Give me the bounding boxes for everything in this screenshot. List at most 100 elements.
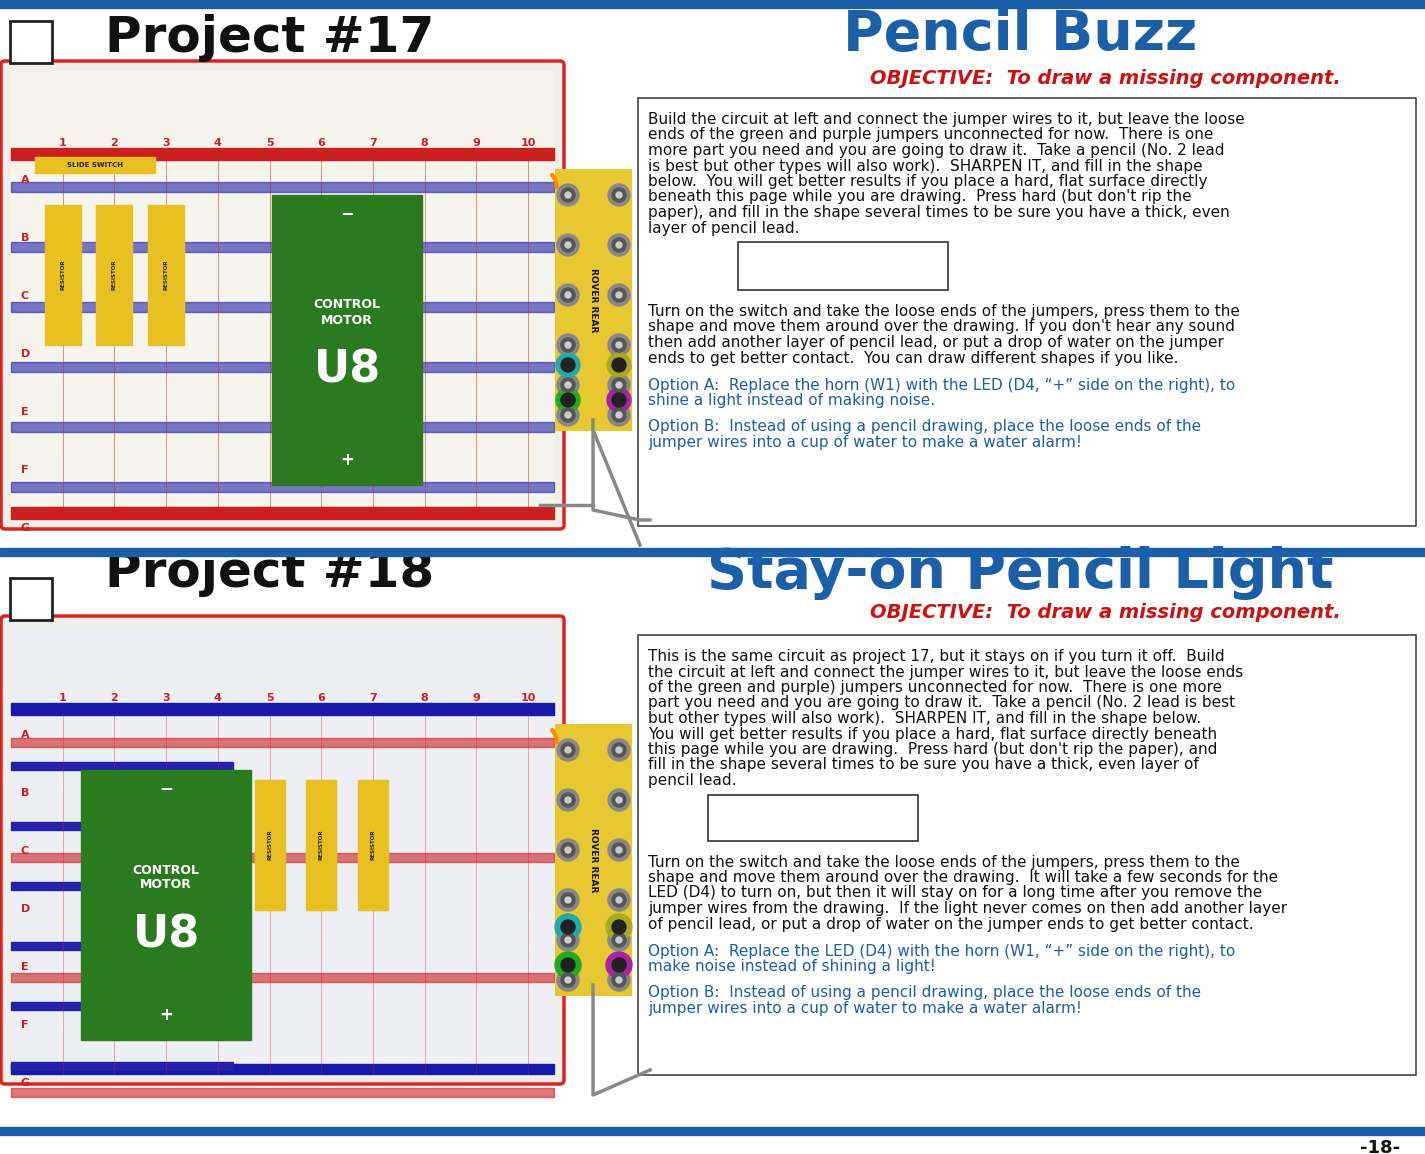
Text: ROVER REAR: ROVER REAR xyxy=(589,268,598,332)
Circle shape xyxy=(611,379,626,392)
Circle shape xyxy=(564,242,571,248)
Circle shape xyxy=(561,238,576,252)
Text: −: − xyxy=(160,779,172,797)
Text: RESISTOR: RESISTOR xyxy=(164,260,168,291)
Text: U8: U8 xyxy=(314,349,380,391)
Circle shape xyxy=(561,973,576,987)
Bar xyxy=(556,725,631,995)
Text: OBJECTIVE:  To draw a missing component.: OBJECTIVE: To draw a missing component. xyxy=(871,604,1341,622)
Bar xyxy=(11,148,554,160)
Text: MOTOR: MOTOR xyxy=(140,878,192,892)
Text: RESISTOR: RESISTOR xyxy=(113,260,117,291)
Circle shape xyxy=(554,914,581,941)
Bar xyxy=(10,578,51,620)
Circle shape xyxy=(608,929,630,951)
Circle shape xyxy=(608,234,630,256)
Text: 4: 4 xyxy=(214,138,222,148)
Text: 1: 1 xyxy=(58,694,67,703)
Text: ends of the green and purple jumpers unconnected for now.  There is one: ends of the green and purple jumpers unc… xyxy=(648,127,1213,142)
Circle shape xyxy=(616,382,621,388)
Circle shape xyxy=(564,797,571,803)
Text: Option A:  Replace the horn (W1) with the LED (D4, “+” side on the right), to: Option A: Replace the horn (W1) with the… xyxy=(648,379,1235,394)
Text: Turn on the switch and take the loose ends of the jumpers, press them to the: Turn on the switch and take the loose en… xyxy=(648,304,1240,319)
Text: U8: U8 xyxy=(133,914,200,957)
Bar xyxy=(11,1002,234,1010)
Text: 10: 10 xyxy=(520,138,536,148)
Circle shape xyxy=(611,338,626,352)
Circle shape xyxy=(611,188,626,202)
Bar xyxy=(272,195,422,485)
Text: E: E xyxy=(21,962,28,972)
Circle shape xyxy=(564,412,571,418)
Circle shape xyxy=(616,847,621,853)
Bar xyxy=(708,794,918,840)
Bar xyxy=(11,973,554,982)
Circle shape xyxy=(557,374,579,396)
Circle shape xyxy=(611,358,626,372)
Bar xyxy=(358,780,388,911)
Bar xyxy=(255,780,285,911)
Text: 6: 6 xyxy=(318,138,325,148)
Circle shape xyxy=(616,342,621,349)
Text: 4: 4 xyxy=(214,694,222,703)
Text: part you need and you are going to draw it.  Take a pencil (No. 2 lead is best: part you need and you are going to draw … xyxy=(648,696,1235,711)
Circle shape xyxy=(611,893,626,907)
Circle shape xyxy=(561,188,576,202)
Circle shape xyxy=(557,404,579,426)
Text: 5: 5 xyxy=(265,138,274,148)
Text: 3: 3 xyxy=(162,694,170,703)
Bar xyxy=(11,482,554,492)
Bar xyxy=(148,205,184,345)
Circle shape xyxy=(557,789,579,811)
Text: Build the circuit at left and connect the jumper wires to it, but leave the loos: Build the circuit at left and connect th… xyxy=(648,112,1245,127)
Circle shape xyxy=(561,743,576,757)
Bar xyxy=(11,422,554,432)
Bar xyxy=(11,853,554,862)
Bar xyxy=(11,625,554,1074)
Bar xyxy=(36,157,155,173)
Text: B: B xyxy=(21,788,30,799)
Bar xyxy=(11,739,554,747)
Text: B: B xyxy=(21,233,30,243)
Circle shape xyxy=(608,789,630,811)
Text: SLIDE SWITCH: SLIDE SWITCH xyxy=(67,162,123,168)
Circle shape xyxy=(554,952,581,977)
Text: RESISTOR: RESISTOR xyxy=(266,830,272,861)
Text: 1: 1 xyxy=(58,138,67,148)
Bar xyxy=(306,780,336,911)
Circle shape xyxy=(557,739,579,760)
Bar xyxy=(11,507,554,519)
Text: Option A:  Replace the LED (D4) with the horn (W1, “+” side on the right), to: Option A: Replace the LED (D4) with the … xyxy=(648,944,1235,959)
Text: Turn on the switch and take the loose ends of the jumpers, press them to the: Turn on the switch and take the loose en… xyxy=(648,854,1240,869)
Circle shape xyxy=(608,739,630,760)
Circle shape xyxy=(616,412,621,418)
Text: then add another layer of pencil lead, or put a drop of water on the jumper: then add another layer of pencil lead, o… xyxy=(648,335,1224,350)
Circle shape xyxy=(611,958,626,972)
Text: fill in the shape several times to be sure you have a thick, even layer of: fill in the shape several times to be su… xyxy=(648,757,1198,772)
Circle shape xyxy=(606,914,633,941)
Text: A: A xyxy=(21,175,30,185)
Text: G: G xyxy=(21,523,30,533)
Circle shape xyxy=(561,338,576,352)
Text: 6: 6 xyxy=(318,694,325,703)
Bar xyxy=(11,242,554,252)
Text: Pencil Buzz: Pencil Buzz xyxy=(842,8,1197,62)
Text: +: + xyxy=(160,1006,172,1024)
Circle shape xyxy=(608,183,630,207)
Text: 7: 7 xyxy=(369,694,376,703)
Text: C: C xyxy=(21,846,28,856)
Circle shape xyxy=(607,388,631,412)
Bar xyxy=(10,21,51,63)
Text: jumper wires from the drawing.  If the light never comes on then add another lay: jumper wires from the drawing. If the li… xyxy=(648,901,1287,916)
Bar xyxy=(44,205,81,345)
Text: This is the same circuit as project 17, but it stays on if you turn it off.  Bui: This is the same circuit as project 17, … xyxy=(648,649,1224,664)
Circle shape xyxy=(561,409,576,422)
Circle shape xyxy=(608,969,630,991)
Circle shape xyxy=(616,292,621,298)
Bar xyxy=(556,170,631,430)
Circle shape xyxy=(611,973,626,987)
Bar xyxy=(11,882,234,890)
FancyBboxPatch shape xyxy=(1,616,564,1084)
Text: 2: 2 xyxy=(111,694,118,703)
Circle shape xyxy=(608,374,630,396)
